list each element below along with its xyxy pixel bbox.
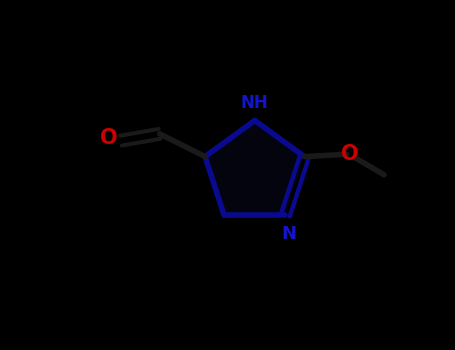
- Text: O: O: [100, 128, 117, 148]
- Text: NH: NH: [241, 94, 268, 112]
- Text: N: N: [282, 225, 297, 243]
- Text: O: O: [341, 144, 359, 164]
- Polygon shape: [205, 120, 304, 215]
